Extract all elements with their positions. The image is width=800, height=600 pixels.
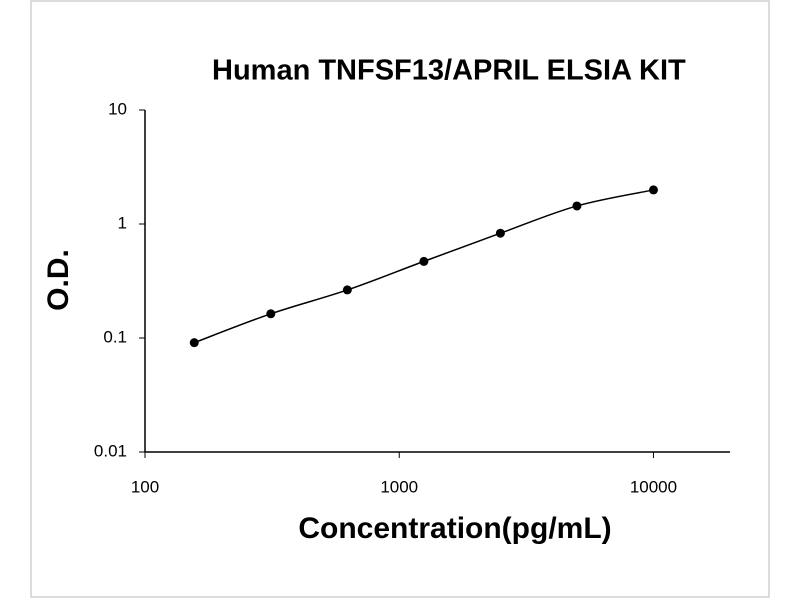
- point: [189, 338, 199, 348]
- y-tick-label: 0.1: [103, 327, 127, 346]
- y-tick-label: 10: [108, 99, 127, 118]
- x-tick-label: 100: [131, 477, 159, 496]
- x-axis-label: Concentration(pg/mL): [298, 512, 611, 545]
- chart-title: Human TNFSF13/APRIL ELSIA KIT: [212, 55, 686, 87]
- point: [572, 201, 582, 211]
- y-tick-label: 1: [118, 213, 127, 232]
- x-tick-label: 1000: [380, 477, 418, 496]
- point: [266, 309, 276, 319]
- point: [495, 228, 505, 238]
- point: [419, 256, 429, 266]
- x-tick-label: 10000: [630, 477, 677, 496]
- point: [342, 285, 352, 295]
- point: [648, 185, 658, 195]
- y-tick-label: 0.01: [94, 441, 127, 460]
- frame: [30, 0, 770, 598]
- y-axis-label: O.D.: [42, 249, 75, 311]
